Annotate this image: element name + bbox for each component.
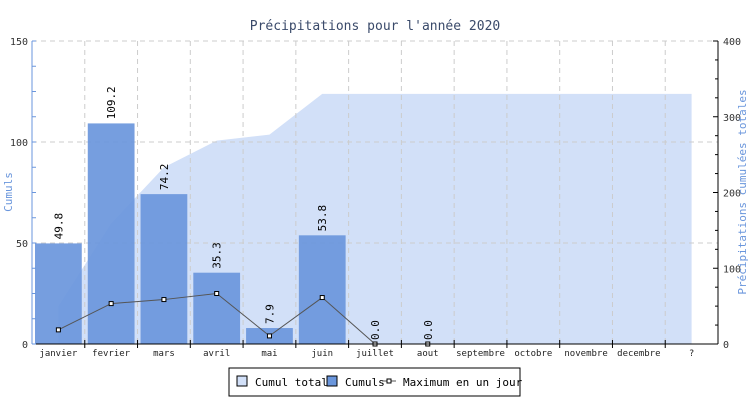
y2-axis-label: Précipitations cumulées totales: [736, 89, 749, 294]
legend-swatch-marker: [386, 378, 392, 384]
bar-label: 109.2: [105, 86, 118, 119]
bar: [193, 272, 241, 344]
x-tick-label: ?: [689, 349, 694, 359]
x-tick-label: mai: [261, 349, 277, 359]
bar-label: 74.2: [158, 164, 171, 191]
x-tick-label: fevrier: [92, 349, 131, 359]
y2-tick-label: 200: [723, 189, 741, 200]
y2-tick-label: 400: [723, 37, 741, 48]
y-axis-label: Cumuls: [2, 172, 15, 212]
x-tick-label: juin: [311, 349, 333, 359]
x-tick-label: novembre: [564, 349, 607, 359]
bar-label: 7.9: [263, 304, 276, 324]
line-point: [108, 301, 114, 307]
x-tick-label: mars: [153, 349, 175, 359]
legend-label: Cumul total: [255, 376, 328, 389]
y2-tick-label: 100: [723, 264, 741, 275]
bar-label: 0.0: [369, 320, 382, 340]
line-point: [214, 291, 220, 296]
y-tick-label: 100: [10, 138, 28, 149]
x-tick-label: juillet: [356, 349, 394, 359]
x-tick-label: janvier: [39, 349, 78, 359]
bar-label: 49.8: [52, 213, 65, 240]
line-point: [319, 295, 325, 301]
legend: [228, 367, 521, 397]
x-tick-label: decembre: [617, 349, 660, 359]
bar: [35, 243, 82, 344]
x-tick-label: octobre: [514, 349, 552, 359]
legend-swatch-cumul-total: [236, 375, 248, 387]
bar-label: 53.8: [316, 205, 329, 232]
y-tick-label: 0: [22, 340, 28, 351]
legend-label: Maximum en un jour: [403, 376, 523, 389]
line-point: [55, 327, 61, 333]
bar: [298, 235, 346, 344]
bar: [140, 194, 188, 344]
bar-label: 35.3: [211, 242, 224, 269]
bar-label: 0.0: [422, 320, 435, 340]
y2-tick-label: 300: [723, 113, 741, 124]
bar: [87, 123, 135, 344]
chart-title: Précipitations pour l'année 2020: [250, 19, 500, 34]
y-tick-label: 150: [10, 37, 28, 48]
line-point: [161, 297, 167, 303]
x-tick-label: septembre: [456, 349, 505, 359]
y2-tick-label: 0: [723, 340, 729, 351]
line-point: [266, 333, 272, 339]
y-tick-label: 50: [16, 239, 28, 250]
line-maximum: [58, 292, 428, 345]
x-tick-label: avril: [203, 349, 230, 359]
legend-label: Cumuls: [345, 376, 385, 389]
x-tick-label: aout: [417, 349, 439, 359]
legend-swatch-cumuls: [326, 375, 338, 387]
